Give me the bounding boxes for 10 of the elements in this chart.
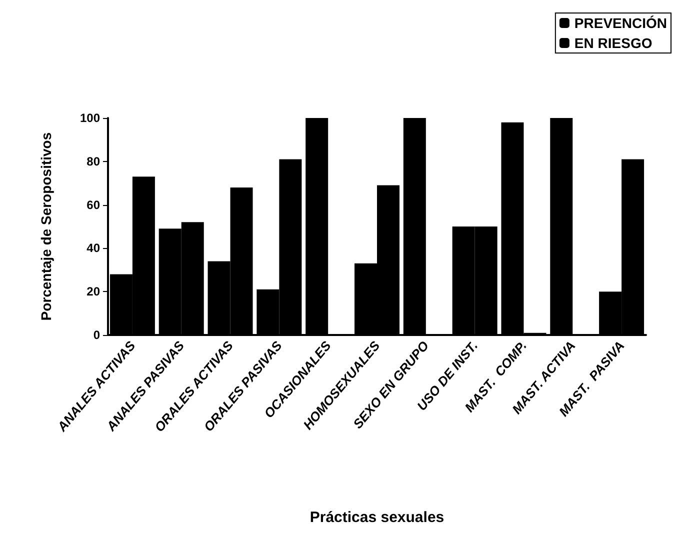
x-axis-title: Prácticas sexuales xyxy=(310,509,444,526)
legend-label: PREVENCIÓN xyxy=(574,15,668,31)
y-tick-label: 100 xyxy=(80,111,100,125)
y-tick-label: 80 xyxy=(86,154,100,168)
y-tick-label: 60 xyxy=(86,198,100,212)
y-tick-label: 40 xyxy=(86,241,100,256)
y-axis-title: Porcentaje de Seropositivos xyxy=(38,132,54,321)
y-tick-label: 20 xyxy=(86,284,100,299)
y-tick-label: 0 xyxy=(93,328,100,342)
legend-label: EN RIESGO xyxy=(574,35,652,51)
